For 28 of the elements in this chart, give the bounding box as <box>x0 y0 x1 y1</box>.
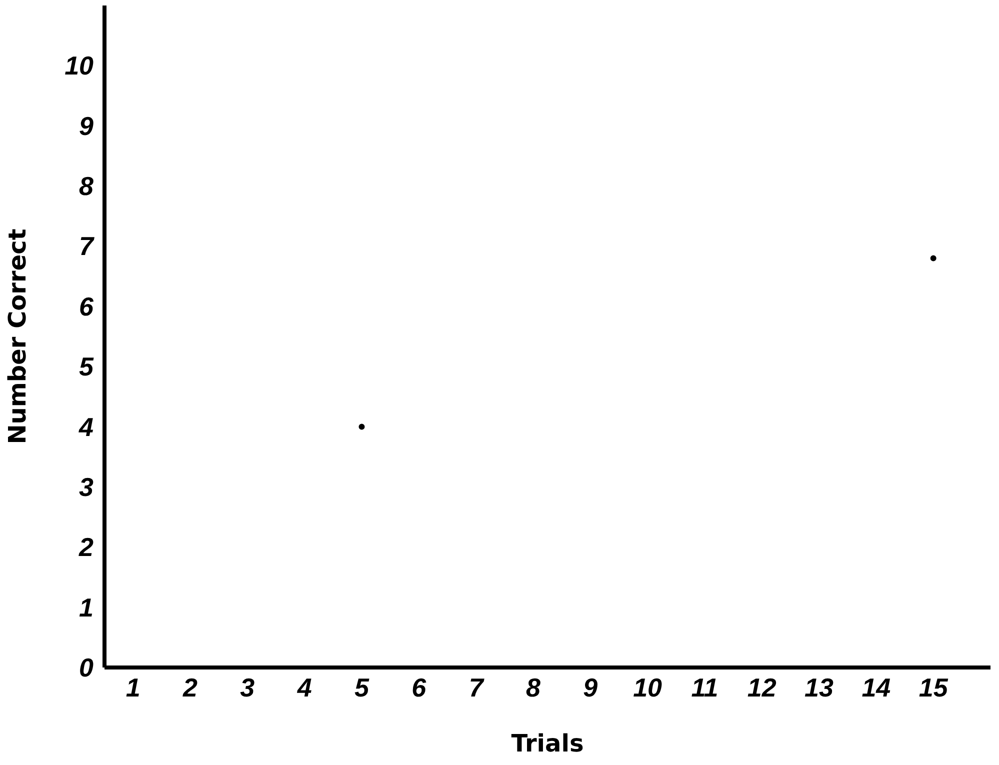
y-tick-label: 2 <box>78 532 94 562</box>
y-tick-label: 7 <box>79 231 96 262</box>
y-tick-label: 10 <box>64 50 94 81</box>
x-tick-label: 13 <box>804 672 834 702</box>
x-tick-label: 14 <box>862 672 892 702</box>
x-tick-label: 9 <box>583 672 598 702</box>
x-tick-label: 7 <box>468 672 485 702</box>
x-tick-label: 11 <box>691 672 718 702</box>
x-tick-label: 10 <box>633 672 663 702</box>
x-tick-label: 2 <box>182 672 198 702</box>
x-tick-label: 12 <box>747 672 777 702</box>
x-tick-label: 1 <box>126 672 140 702</box>
x-tick-label: 5 <box>354 672 370 702</box>
x-tick-label: 8 <box>526 672 541 702</box>
y-tick-label: 0 <box>79 652 94 682</box>
y-tick-label: 8 <box>79 171 94 202</box>
x-tick-label: 6 <box>412 672 427 702</box>
y-tick-label: 4 <box>78 412 94 442</box>
x-axis-title: Trials <box>511 730 584 758</box>
y-tick-label: 1 <box>79 592 94 622</box>
x-tick-label: 4 <box>296 672 312 702</box>
x-tick-label: 3 <box>240 672 256 702</box>
x-tick-label: 15 <box>918 672 948 702</box>
y-tick-label: 6 <box>79 291 94 322</box>
y-tick-label: 9 <box>79 110 94 141</box>
y-tick-label: 3 <box>79 472 94 502</box>
y-tick-label: 5 <box>79 352 94 382</box>
y-axis-title: Number Correct <box>4 228 32 444</box>
